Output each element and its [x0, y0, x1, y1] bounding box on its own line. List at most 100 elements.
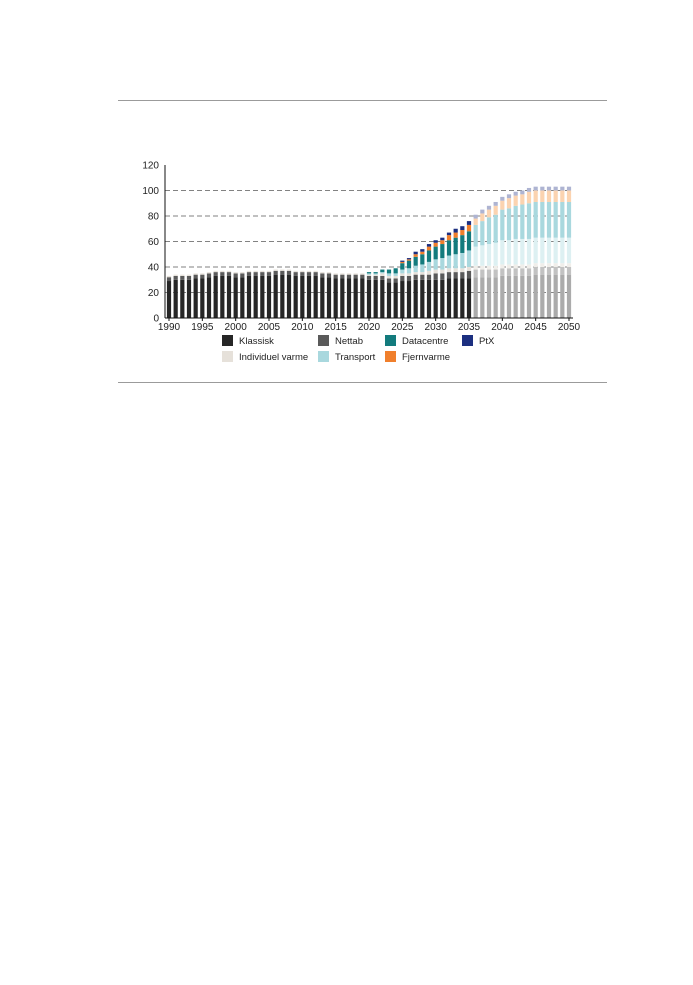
bar-nettab-1992 [180, 275, 185, 280]
bar-individuel-varme-2002 [246, 270, 252, 273]
bar-individuel-varme-2026 [406, 273, 412, 276]
bar-stack-2012 [313, 270, 318, 318]
bar-nettab-2006 [273, 270, 278, 275]
bar-datacentre-2047 [546, 201, 552, 238]
bar-individuel-varme-1991 [173, 274, 178, 276]
bar-datacentre-2050 [566, 201, 572, 238]
x-tick-label-2010: 2010 [291, 322, 314, 333]
bar-ptx-2046 [540, 186, 545, 191]
legend-label-fjernvarme: Fjernvarme [402, 352, 450, 363]
bar-fjernvarme-2034 [460, 230, 465, 236]
x-tick-label-2020: 2020 [358, 322, 381, 333]
bar-individuel-varme-1993 [186, 274, 192, 276]
bar-nettab-2036 [473, 269, 478, 278]
bar-nettab-2018 [353, 274, 358, 279]
bar-klassisk-1995 [200, 278, 205, 318]
bar-stack-2050 [566, 186, 572, 318]
bar-nettab-2000 [233, 273, 238, 278]
bar-stack-2037 [480, 209, 485, 318]
y-tick-label-60: 60 [148, 237, 160, 248]
bar-stack-1993 [186, 274, 192, 318]
bar-nettab-2020 [366, 275, 372, 280]
bar-stack-1995 [200, 273, 205, 318]
bar-datacentre-2022 [380, 269, 385, 273]
bar-individuel-varme-2045 [533, 263, 538, 267]
bar-stack-2015 [333, 273, 338, 318]
bar-nettab-2026 [406, 275, 412, 282]
bar-ptx-2038 [486, 205, 492, 210]
legend-label-ptx: PtX [479, 336, 495, 347]
bar-klassisk-2009 [293, 275, 298, 318]
bar-nettab-2049 [560, 267, 565, 275]
bar-stack-1992 [180, 274, 185, 318]
bar-fjernvarme-2045 [533, 190, 538, 202]
bar-stack-2036 [473, 214, 478, 318]
bar-datacentre-2049 [560, 201, 565, 238]
legend-label-klassisk: Klassisk [239, 336, 274, 347]
bar-individuel-varme-2050 [566, 263, 572, 267]
bar-stack-1994 [193, 273, 198, 318]
bar-individuel-varme-2028 [420, 272, 425, 275]
bar-fjernvarme-2030 [433, 242, 438, 247]
bar-klassisk-1990 [166, 281, 172, 318]
bar-klassisk-2031 [440, 279, 445, 318]
bar-stack-2035 [466, 221, 472, 318]
bar-nettab-2001 [240, 273, 245, 278]
bar-individuel-varme-1995 [200, 273, 205, 275]
bar-nettab-2042 [513, 268, 518, 276]
bar-individuel-varme-2020 [366, 274, 372, 276]
bar-datacentre-2044 [526, 203, 532, 239]
bar-datacentre-2032 [446, 240, 452, 256]
bar-transport-2023 [386, 273, 392, 276]
bar-individuel-varme-2040 [500, 264, 505, 269]
bar-klassisk-2046 [540, 274, 545, 318]
bar-nettab-2019 [360, 274, 365, 279]
bar-ptx-2030 [433, 240, 438, 243]
y-tick-label-20: 20 [148, 288, 160, 299]
bar-nettab-2013 [320, 273, 325, 278]
bar-datacentre-2039 [493, 214, 498, 243]
y-tick-label-120: 120 [142, 161, 159, 172]
bar-transport-2048 [553, 237, 558, 264]
legend-swatch-nettab [318, 335, 329, 346]
bar-ptx-2027 [413, 251, 418, 255]
bar-stack-2022 [380, 269, 385, 318]
bar-individuel-varme-2031 [440, 269, 445, 274]
bar-individuel-varme-2044 [526, 264, 532, 269]
bar-stack-2003 [253, 270, 258, 318]
bar-datacentre-2040 [500, 209, 505, 241]
bar-nettab-1997 [213, 272, 218, 276]
bar-stack-1991 [173, 274, 178, 318]
bar-stack-2042 [513, 191, 518, 318]
bar-transport-2030 [433, 259, 438, 270]
bar-transport-2022 [380, 272, 385, 274]
bar-transport-2027 [413, 265, 418, 273]
bar-klassisk-2041 [506, 275, 512, 318]
bar-klassisk-2047 [546, 274, 552, 318]
x-tick-label-2045: 2045 [525, 322, 548, 333]
bar-nettab-2033 [453, 272, 458, 279]
bar-klassisk-2003 [253, 275, 258, 318]
bar-stack-2024 [393, 268, 398, 318]
bar-individuel-varme-2006 [273, 269, 278, 271]
bar-stack-2025 [400, 260, 405, 318]
y-tick-label-40: 40 [148, 263, 160, 274]
bar-klassisk-2026 [406, 281, 412, 318]
bar-stack-2031 [440, 237, 445, 318]
bar-ptx-2048 [553, 186, 558, 191]
bar-nettab-2040 [500, 268, 505, 276]
bar-nettab-2008 [286, 270, 292, 275]
bar-individuel-varme-2012 [313, 270, 318, 273]
bar-transport-2036 [473, 246, 478, 266]
bar-stack-2016 [340, 273, 345, 318]
bar-stack-2030 [433, 240, 438, 318]
bar-nettab-2017 [346, 274, 352, 279]
bar-stack-2029 [426, 244, 432, 318]
bar-individuel-varme-2001 [240, 272, 245, 274]
bar-individuel-varme-2021 [373, 274, 378, 276]
bar-klassisk-2030 [433, 279, 438, 318]
bar-individuel-varme-2034 [460, 268, 465, 273]
bar-klassisk-2005 [266, 275, 272, 318]
bar-nettab-2021 [373, 275, 378, 280]
